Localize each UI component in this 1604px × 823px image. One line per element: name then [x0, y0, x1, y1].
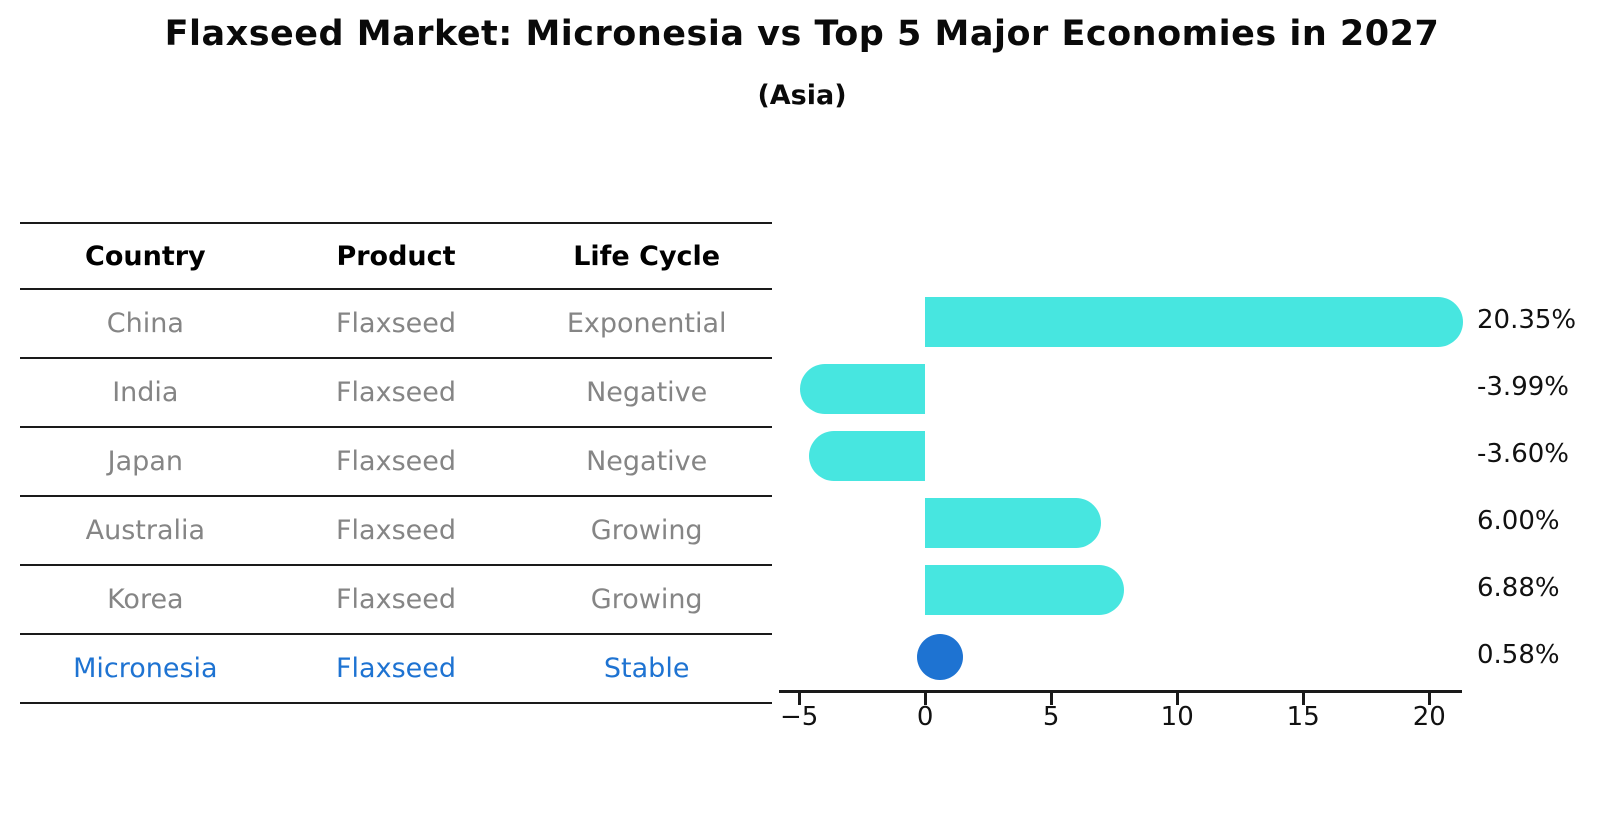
table-cell: China [106, 308, 184, 339]
table-cell: Flaxseed [336, 653, 456, 684]
table-row: Australia Flaxseed Growing [20, 497, 772, 566]
table-cell: Micronesia [73, 653, 218, 684]
x-tick-label: 15 [1286, 702, 1320, 732]
country-table: Country Product Life Cycle China Flaxseed Exp… [20, 222, 772, 704]
table-cell: Flaxseed [336, 515, 456, 546]
table-row: India Flaxseed Negative [20, 359, 772, 428]
x-tick-label: 10 [1160, 702, 1194, 732]
value-label: 0.58% [1477, 639, 1560, 670]
x-tick-label: 5 [1042, 702, 1060, 732]
table-header-cell: Country [85, 240, 206, 272]
table-cell: Growing [590, 515, 703, 546]
value-label: 6.88% [1477, 572, 1560, 603]
x-tick-label: 0 [916, 702, 934, 732]
bar [799, 363, 926, 414]
x-tick [1176, 693, 1179, 705]
table-row: Korea Flaxseed Growing [20, 566, 772, 635]
chart-title: Flaxseed Market: Micronesia vs Top 5 Maj… [164, 14, 1440, 54]
value-label: -3.99% [1477, 371, 1569, 402]
table-cell: Korea [107, 584, 184, 615]
table-cell: Negative [586, 446, 708, 477]
highlight-marker [916, 633, 963, 680]
x-tick-label: 20 [1412, 702, 1446, 732]
value-label: 6.00% [1477, 505, 1560, 536]
bar [925, 497, 1102, 548]
table-row: Japan Flaxseed Negative [20, 428, 772, 497]
x-axis-line [779, 690, 1462, 693]
table-cell: Japan [107, 446, 183, 477]
bar [925, 296, 1464, 347]
table-cell: Exponential [566, 308, 727, 339]
x-tick-label: −5 [779, 702, 819, 732]
table-header-cell: Product [336, 240, 456, 272]
bar [925, 564, 1124, 615]
table-cell: Growing [590, 584, 703, 615]
table-cell: Stable [603, 653, 690, 684]
table-cell: Flaxseed [336, 377, 456, 408]
value-label: -3.60% [1477, 438, 1569, 469]
table-header-cell: Life Cycle [573, 240, 721, 272]
x-tick [1428, 693, 1431, 705]
table-cell: India [112, 377, 179, 408]
x-tick [924, 693, 927, 705]
value-label: 20.35% [1477, 304, 1577, 335]
table-cell: Negative [586, 377, 708, 408]
table-cell: Flaxseed [336, 584, 456, 615]
x-tick [1302, 693, 1305, 705]
x-tick [1050, 693, 1053, 705]
table-cell: Flaxseed [336, 446, 456, 477]
x-tick [798, 693, 801, 705]
table-cell: Australia [85, 515, 206, 546]
table-header-row: Country Product Life Cycle [20, 224, 772, 290]
bar [809, 430, 926, 481]
chart-subtitle: (Asia) [757, 80, 847, 111]
table-cell: Flaxseed [336, 308, 456, 339]
table-row: China Flaxseed Exponential [20, 290, 772, 359]
table-row: Micronesia Flaxseed Stable [20, 635, 772, 704]
